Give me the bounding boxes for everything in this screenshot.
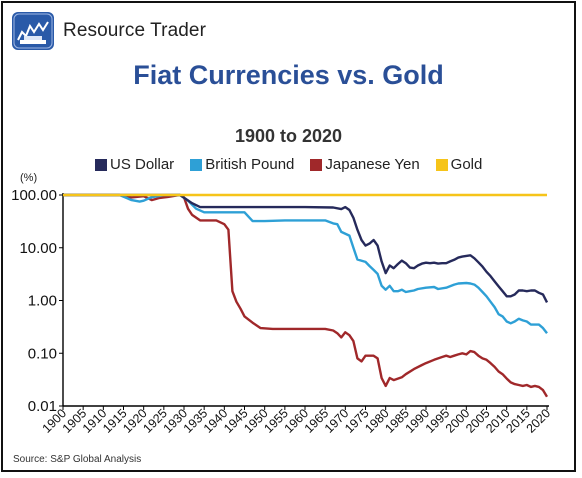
y-tick-label: 100.00 xyxy=(11,187,57,204)
y-tick-label: 10.00 xyxy=(19,240,57,257)
legend-swatch-british-pound xyxy=(190,158,203,171)
legend-label-british-pound: British Pound xyxy=(205,156,295,173)
legend-label-gold: Gold xyxy=(450,156,483,173)
legend-label-japanese-yen: Japanese Yen xyxy=(325,156,420,173)
legend-label-us-dollar: US Dollar xyxy=(110,156,175,173)
chart-title: Fiat Currencies vs. Gold xyxy=(133,60,444,90)
resource-trader-logo-icon xyxy=(12,12,54,50)
source-note: Source: S&P Global Analysis xyxy=(13,454,142,465)
y-tick-label: 1.00 xyxy=(28,293,57,310)
legend-item-gold: Gold xyxy=(435,156,483,173)
chart-frame: Resource Trader Fiat Currencies vs. Gold… xyxy=(1,1,576,472)
legend-item-us-dollar: US Dollar xyxy=(95,156,174,173)
brand-name: Resource Trader xyxy=(63,20,207,41)
chart-plot-area: 100.0010.001.000.100.0119001905191019151… xyxy=(11,187,554,436)
series-line-us-dollar xyxy=(63,193,549,303)
y-axis-unit-label: (%) xyxy=(20,172,38,184)
series-line-british-pound xyxy=(63,193,548,334)
y-tick-label: 0.10 xyxy=(28,345,57,362)
x-tick-label: 2020 xyxy=(524,406,554,436)
legend-item-british-pound: British Pound xyxy=(190,156,294,173)
y-tick-label: 0.01 xyxy=(28,398,57,415)
legend-swatch-gold xyxy=(435,158,448,171)
legend-swatch-japanese-yen xyxy=(310,158,323,171)
chart-legend: US Dollar British Pound Japanese Yen Gol… xyxy=(95,156,482,173)
legend-swatch-us-dollar xyxy=(95,158,107,171)
chart-subtitle: 1900 to 2020 xyxy=(234,126,343,146)
legend-item-japanese-yen: Japanese Yen xyxy=(310,156,420,173)
series-line-japanese-yen xyxy=(63,193,549,398)
